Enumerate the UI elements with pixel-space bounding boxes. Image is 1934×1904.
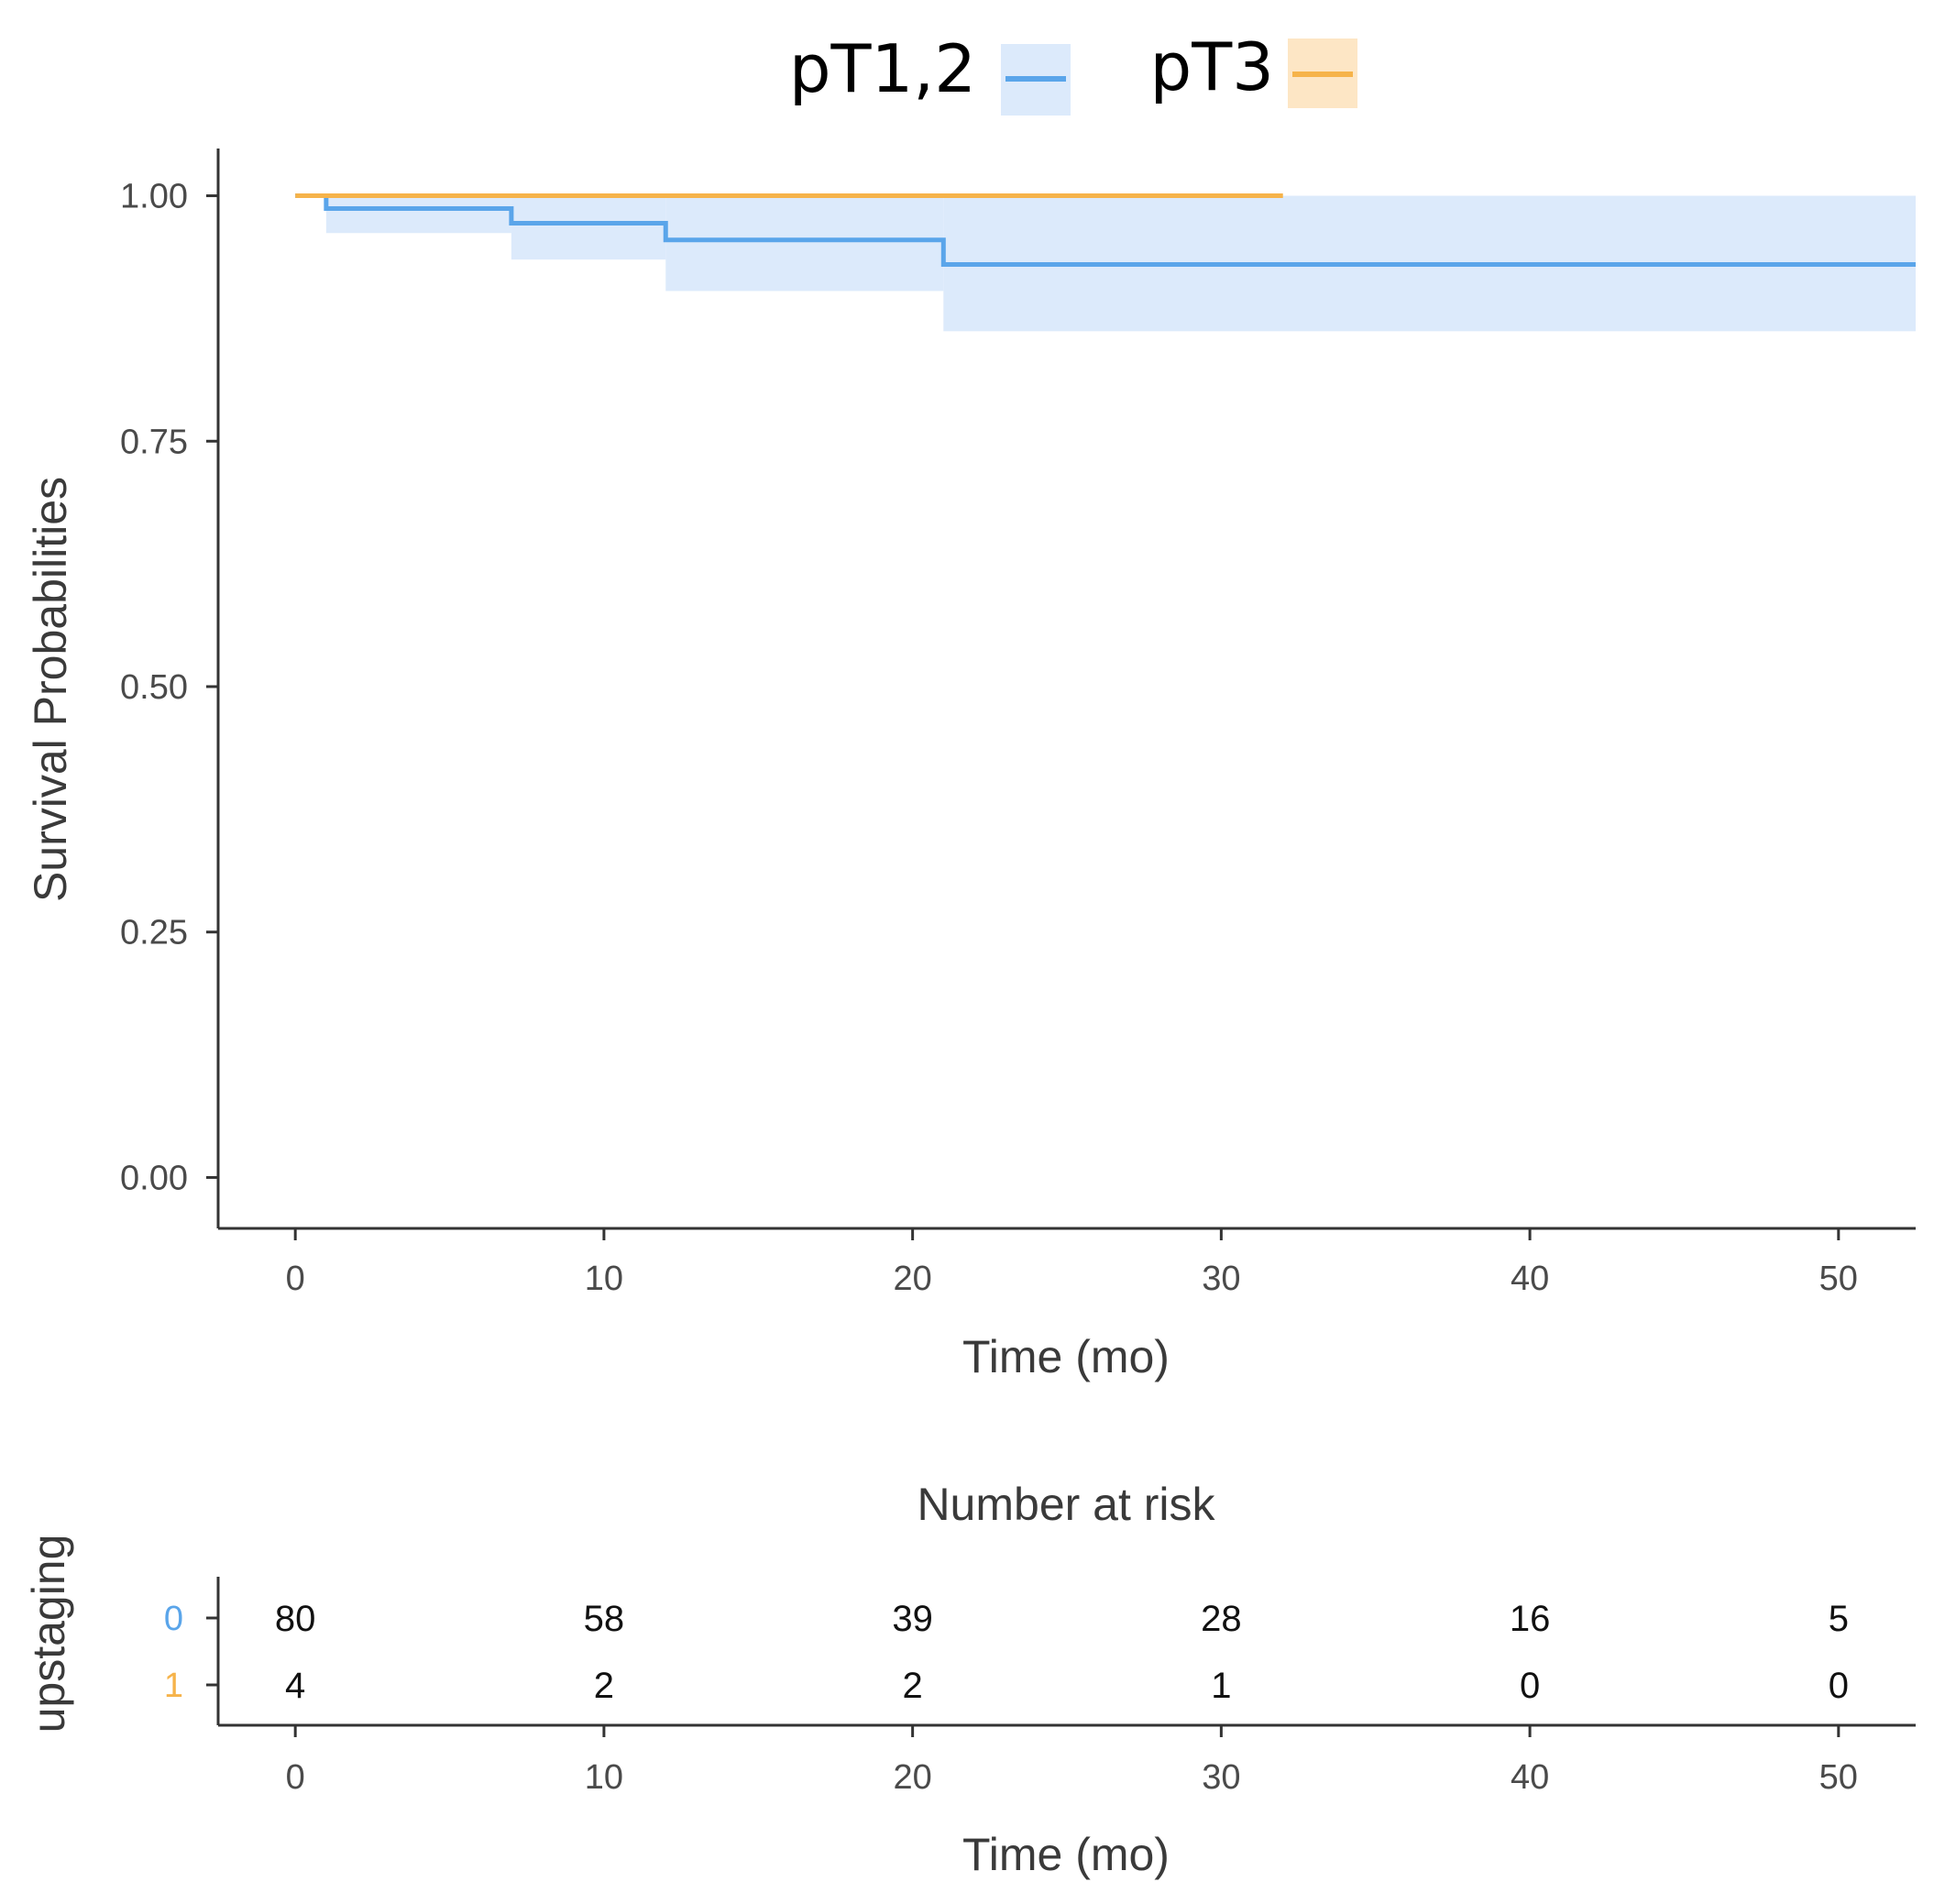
survival-curves xyxy=(295,193,1916,268)
x-tick-label: 30 xyxy=(1202,1260,1240,1298)
risk-count: 0 xyxy=(1520,1666,1540,1706)
x-tick-label: 20 xyxy=(893,1260,931,1298)
y-tick-label: 0.50 xyxy=(120,668,188,707)
risk-count: 1 xyxy=(1211,1666,1231,1706)
risk-count: 4 xyxy=(285,1666,305,1706)
ci-band-0-3 xyxy=(665,195,944,292)
x-axis-label: Time (mo) xyxy=(962,1331,1170,1382)
y-tick-label: 0.25 xyxy=(120,914,188,952)
y-tick-label: 1.00 xyxy=(120,178,188,216)
ci-band-0-2 xyxy=(511,195,666,260)
risk-table: Number at risk upstaging 0 80 58 39 28 16 5 1 4 2… xyxy=(23,1479,1916,1880)
x-tick-label: 50 xyxy=(1819,1260,1858,1298)
risk-count: 58 xyxy=(584,1599,625,1639)
risk-count: 5 xyxy=(1829,1599,1849,1639)
y-tick-label: 0.75 xyxy=(120,423,188,461)
legend-label-pT1-2: pT1,2 xyxy=(789,30,976,107)
risk-x-tick-label: 0 xyxy=(286,1758,305,1797)
risk-count: 16 xyxy=(1510,1599,1551,1639)
survival-curve-pT1,2 xyxy=(295,193,1916,268)
y-tick-label: 0.00 xyxy=(120,1159,188,1197)
risk-count: 0 xyxy=(1829,1666,1849,1706)
risk-x-tick-label: 50 xyxy=(1819,1758,1858,1797)
risk-x-axis-ticks: 0 10 20 30 40 50 xyxy=(286,1725,1858,1797)
ci-band-0-1 xyxy=(325,195,511,234)
risk-table-title: Number at risk xyxy=(917,1479,1215,1530)
survival-plot: 0.00 0.25 0.50 0.75 1.00 0 10 20 30 40 50 Surviva… xyxy=(25,149,1916,1382)
risk-count: 2 xyxy=(903,1666,923,1706)
x-tick-label: 10 xyxy=(585,1260,623,1298)
x-tick-label: 40 xyxy=(1511,1260,1549,1298)
x-axis-ticks: 0 10 20 30 40 50 xyxy=(286,1228,1858,1298)
x-tick-label: 0 xyxy=(286,1260,305,1298)
risk-group-label: 1 xyxy=(164,1667,183,1705)
legend: pT1,2 pT3 xyxy=(789,28,1357,116)
risk-x-tick-label: 30 xyxy=(1202,1758,1240,1797)
risk-x-tick-label: 40 xyxy=(1511,1758,1549,1797)
risk-rows: 0 80 58 39 28 16 5 1 4 2 2 1 0 0 xyxy=(164,1599,1849,1706)
risk-x-tick-label: 20 xyxy=(893,1758,931,1797)
risk-x-axis-label: Time (mo) xyxy=(962,1829,1170,1880)
y-axis-label: Survival Probabilities xyxy=(25,477,76,902)
risk-count: 80 xyxy=(275,1599,316,1639)
risk-x-tick-label: 10 xyxy=(585,1758,623,1797)
legend-label-pT3: pT3 xyxy=(1150,28,1275,105)
risk-count: 2 xyxy=(594,1666,614,1706)
risk-table-y-label: upstaging xyxy=(23,1535,74,1733)
risk-group-label: 0 xyxy=(164,1600,183,1638)
risk-count: 28 xyxy=(1201,1599,1242,1639)
y-axis-ticks: 0.00 0.25 0.50 0.75 1.00 xyxy=(120,178,218,1197)
risk-count: 39 xyxy=(892,1599,933,1639)
